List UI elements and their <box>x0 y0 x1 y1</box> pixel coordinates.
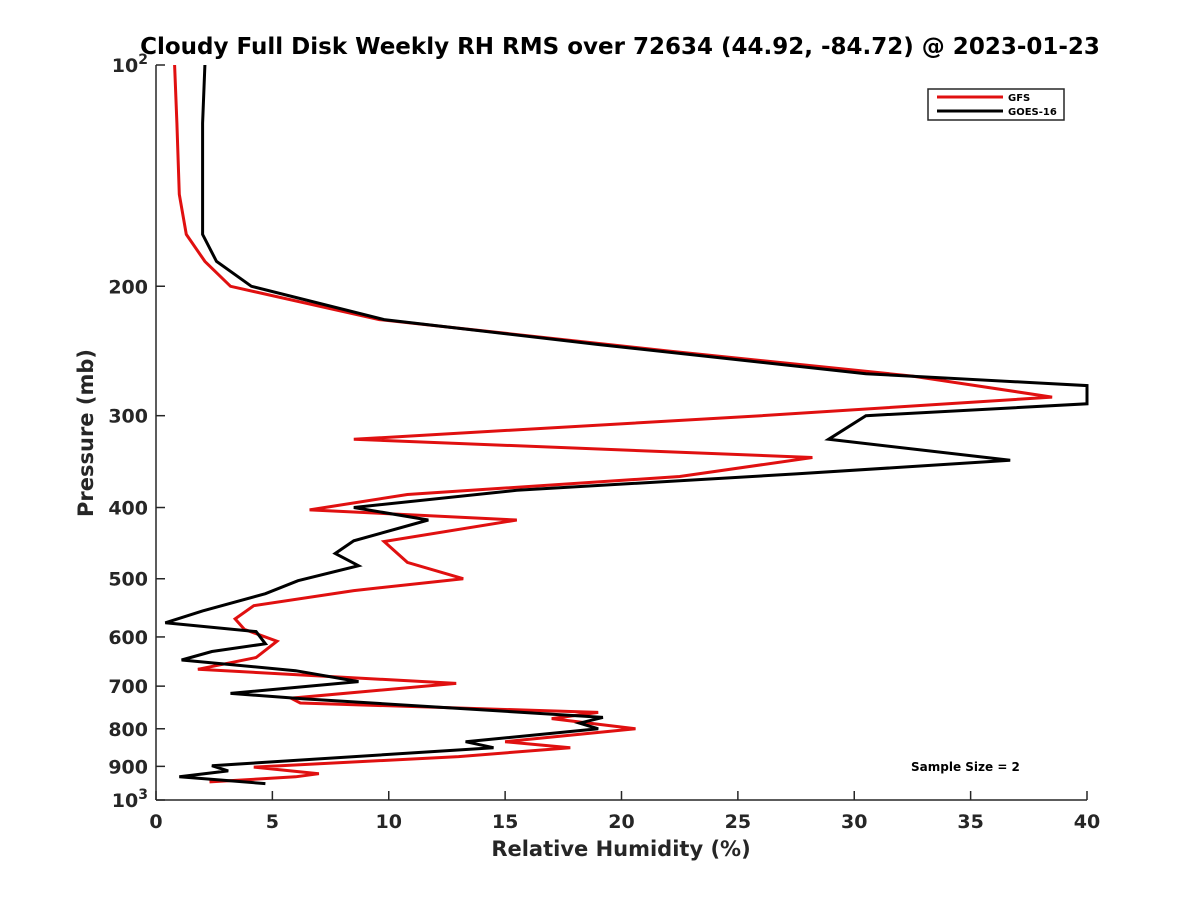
y-tick-label: 500 <box>108 569 148 591</box>
x-tick-label: 15 <box>492 811 518 833</box>
y-axis-label: Pressure (mb) <box>74 349 98 517</box>
x-tick-label: 25 <box>725 811 751 833</box>
y-tick-label: 103 <box>112 787 148 812</box>
y-tick-label: 400 <box>108 498 148 520</box>
y-tick-label: 300 <box>108 406 148 428</box>
x-ticks: 0 5 10 15 20 25 30 35 40 <box>149 791 1100 833</box>
y-ticks: 102 200 300 400 500 600 700 800 900 103 <box>108 52 165 812</box>
y-tick-label: 102 <box>112 52 148 77</box>
series-line-goes-16 <box>164 64 1089 786</box>
legend-box <box>927 88 1065 121</box>
y-tick-label: 900 <box>108 756 148 778</box>
sample-size-annotation: Sample Size = 2 <box>911 760 1020 774</box>
series-layer <box>164 64 1089 786</box>
x-tick-label: 0 <box>149 811 162 833</box>
x-tick-label: 35 <box>957 811 983 833</box>
legend: GFS GOES-16 <box>927 88 1065 121</box>
y-tick-label: 800 <box>108 719 148 741</box>
y-tick-label: 700 <box>108 676 148 698</box>
x-tick-label: 10 <box>376 811 402 833</box>
x-axis-label: Relative Humidity (%) <box>491 837 750 861</box>
y-tick-label: 600 <box>108 627 148 649</box>
x-tick-label: 40 <box>1074 811 1100 833</box>
chart-title: Cloudy Full Disk Weekly RH RMS over 7263… <box>140 34 1100 60</box>
legend-label-goes-16: GOES-16 <box>1008 107 1057 118</box>
legend-label-gfs: GFS <box>1008 93 1030 104</box>
y-tick-label: 200 <box>108 276 148 298</box>
x-tick-label: 5 <box>266 811 279 833</box>
x-tick-label: 20 <box>608 811 634 833</box>
x-tick-label: 30 <box>841 811 867 833</box>
